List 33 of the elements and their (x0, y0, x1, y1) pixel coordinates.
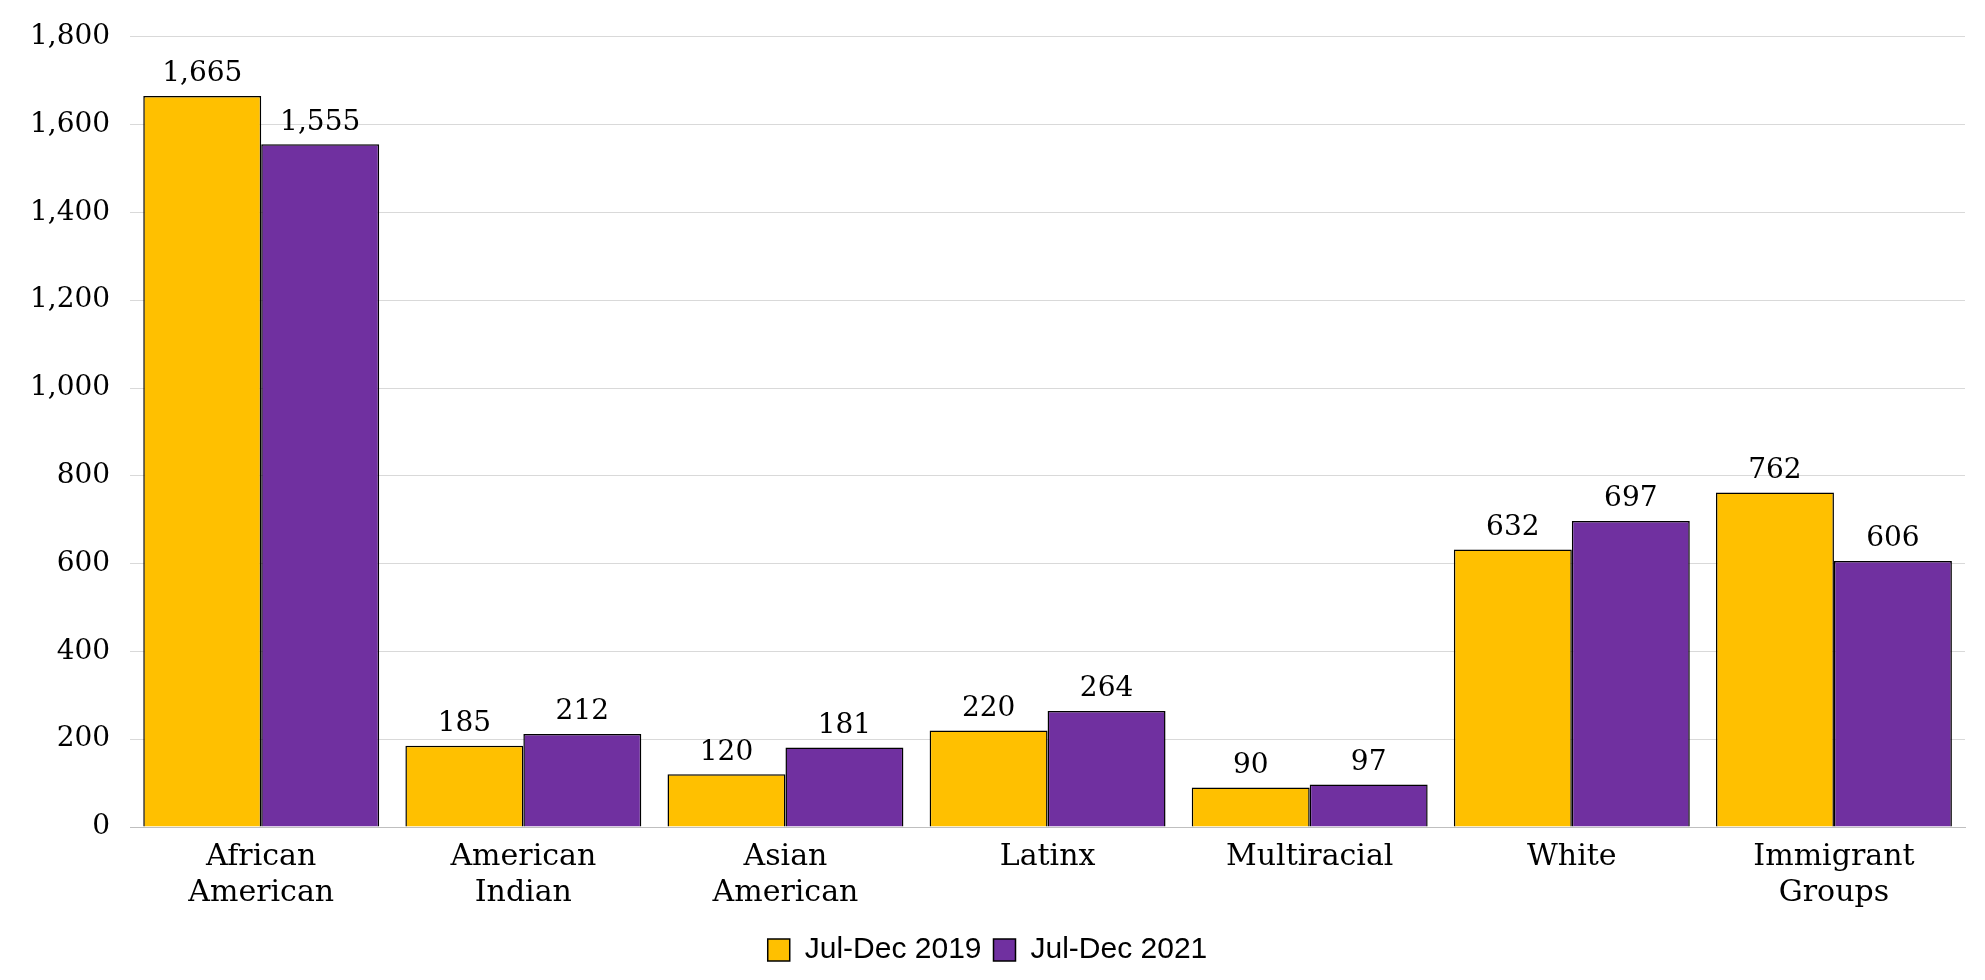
y-tick-label: 1,400 (29, 193, 111, 227)
data-label: 181 (817, 706, 872, 740)
x-tick-label: African American (187, 836, 335, 908)
y-tick-label: 1,600 (29, 105, 111, 139)
y-tick-label: 600 (56, 544, 111, 578)
y-tick-label: 1,000 (29, 369, 111, 403)
y-tick-label: 1,200 (29, 281, 111, 315)
data-label: 185 (437, 705, 492, 739)
legend-label: Jul-Dec 2019 (804, 931, 982, 965)
y-tick-label: 800 (56, 457, 111, 491)
x-tick-label: Immigrant Groups (1753, 836, 1915, 908)
data-label: 697 (1604, 480, 1658, 514)
x-tick-label: Multiracial (1226, 836, 1394, 872)
data-label: 90 (1232, 746, 1269, 780)
legend-label: Jul-Dec 2021 (1030, 931, 1208, 965)
y-tick-label: 200 (56, 720, 111, 754)
data-label: 1,665 (162, 55, 243, 89)
data-label: 632 (1486, 508, 1540, 542)
data-label: 606 (1866, 520, 1920, 554)
y-tick-label: 400 (56, 632, 111, 666)
data-label: 264 (1079, 670, 1134, 704)
x-tick-label: White (1527, 836, 1617, 872)
x-tick-label: American Indian (449, 836, 597, 908)
y-tick-label: 0 (92, 808, 111, 842)
data-label: 1,555 (280, 103, 361, 137)
data-label: 220 (961, 689, 1016, 723)
data-label: 212 (555, 693, 610, 727)
x-tick-label: Asian American (711, 836, 859, 908)
data-label: 97 (1350, 743, 1387, 777)
x-tick-label: Latinx (999, 836, 1096, 872)
data-label: 762 (1748, 451, 1802, 485)
data-label: 120 (699, 733, 754, 767)
y-tick-label: 1,800 (29, 18, 111, 52)
